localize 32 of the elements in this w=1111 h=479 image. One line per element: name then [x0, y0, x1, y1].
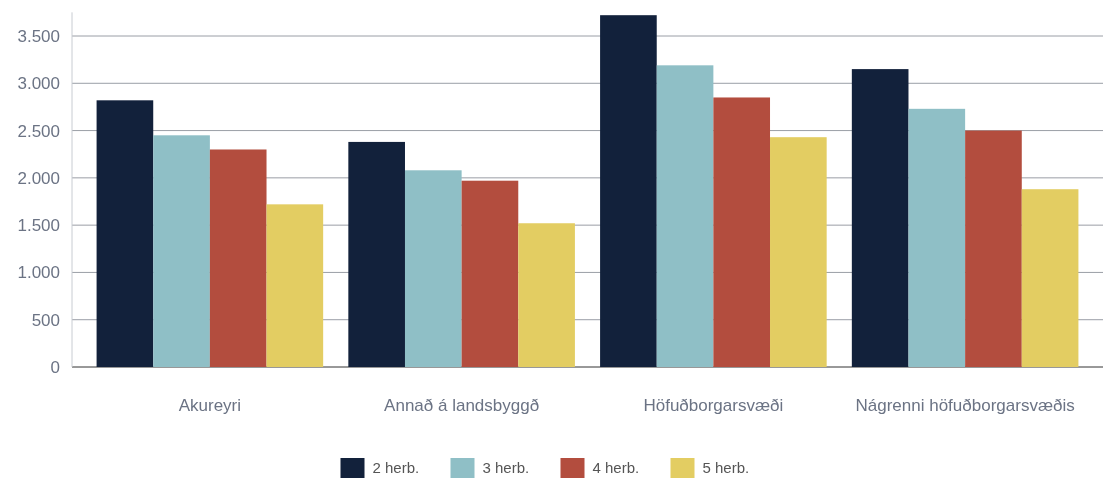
bar: [209, 149, 267, 367]
legend-label: 5 herb.: [702, 459, 750, 477]
x-tick-label: Akureyri: [178, 396, 242, 415]
bar: [1021, 189, 1079, 367]
y-tick-label: 500: [31, 310, 60, 330]
y-tick-label: 3.000: [17, 74, 60, 94]
y-tick-label: 0: [50, 357, 60, 377]
legend-label: 2 herb.: [372, 459, 420, 477]
y-tick-label: 3.500: [17, 26, 60, 46]
y-tick-label: 2.500: [17, 121, 60, 141]
bar: [518, 223, 575, 367]
bar: [656, 65, 714, 367]
legend-label: 4 herb.: [592, 459, 640, 477]
bar: [908, 108, 966, 367]
bar: [404, 170, 462, 367]
bar: [851, 69, 909, 367]
bar: [600, 15, 657, 367]
bar: [965, 130, 1022, 367]
x-tick-label: Annað á landsbyggð: [384, 396, 540, 415]
y-tick-label: 1.000: [17, 263, 60, 283]
legend-label: 3 herb.: [482, 459, 530, 477]
bar: [348, 141, 405, 367]
x-tick-label: Höfuðborgarsvæði: [643, 396, 784, 415]
bar: [266, 204, 324, 367]
bar: [461, 180, 519, 367]
bar: [153, 135, 210, 367]
y-tick-label: 2.000: [17, 168, 60, 188]
x-tick-label: Nágrenni höfuðborgarsvæðis: [855, 396, 1075, 415]
y-tick-label: 1.500: [17, 216, 60, 236]
bar: [713, 97, 771, 367]
bar: [770, 137, 827, 367]
bar: [96, 100, 154, 367]
